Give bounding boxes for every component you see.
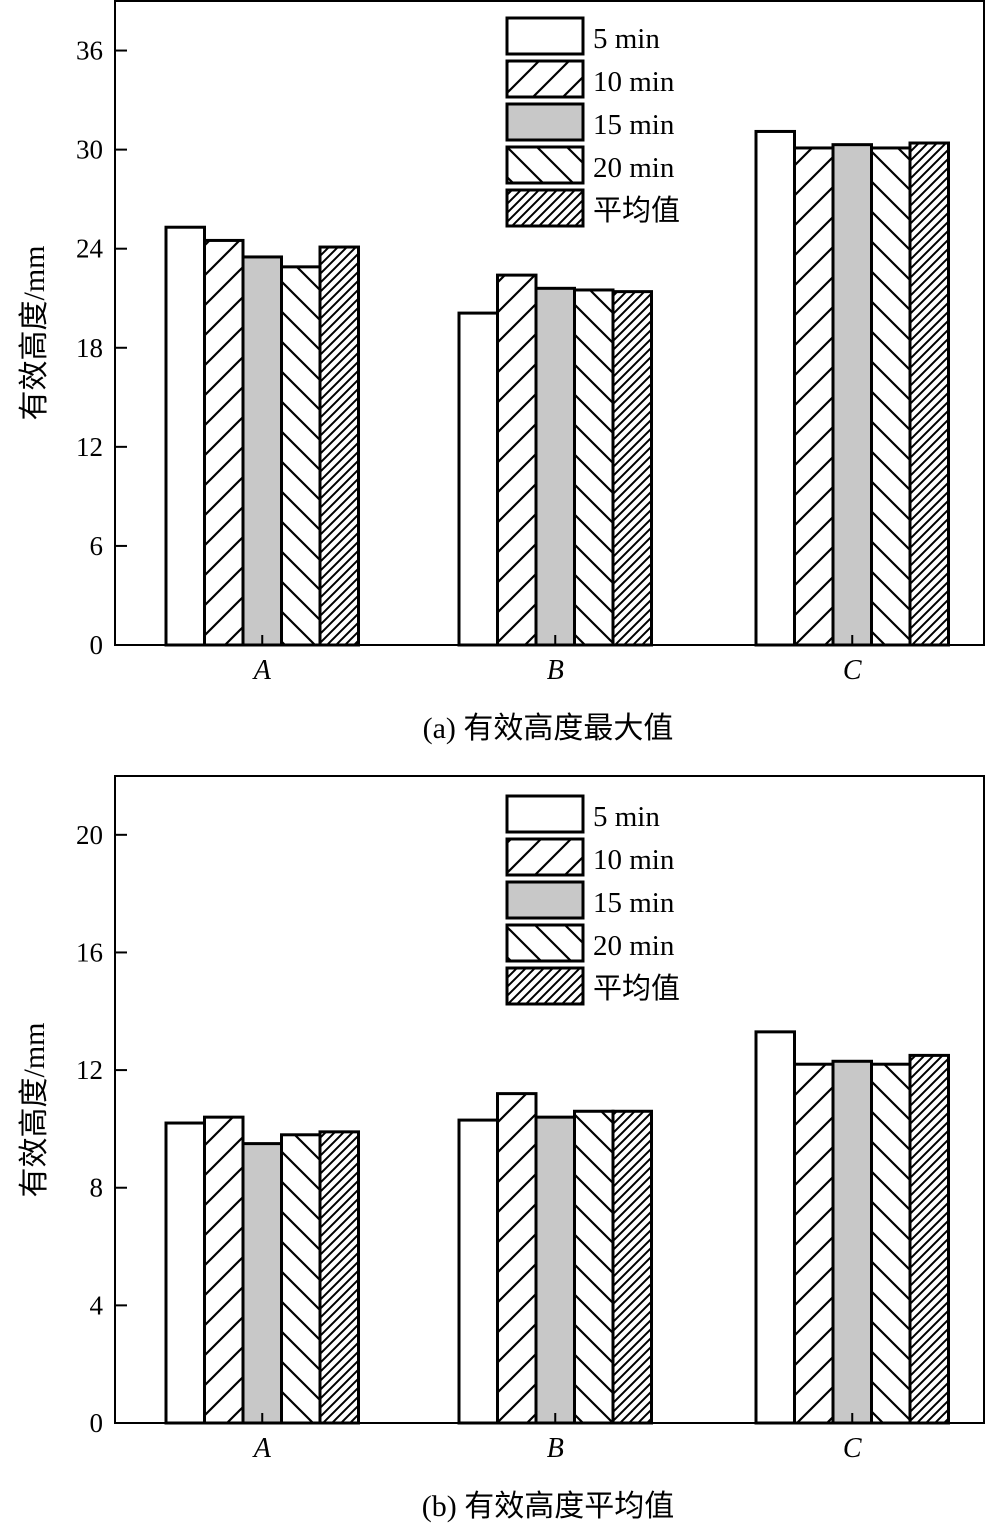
bar-B-5 (611, 1109, 653, 1425)
y-tick-label: 16 (76, 937, 103, 967)
y-tick-label: 30 (76, 135, 103, 165)
bar-A-3 (241, 255, 283, 647)
y-tick-label: 20 (76, 820, 103, 850)
bar-B-2 (496, 1092, 538, 1425)
bar-B-1 (457, 1118, 499, 1425)
legend-label: 平均值 (593, 194, 680, 227)
y-tick-label: 8 (90, 1173, 104, 1203)
legend-label: 15 min (593, 109, 675, 141)
chart-panel-a: 0 6 12 18 24 30 36 A B C 5 min 10 min 15 min 20 min… (18, 0, 985, 745)
bar-group (164, 129, 950, 647)
y-tick-label: 12 (76, 1055, 103, 1085)
chart-panel-b: 0 4 8 12 16 20 A B C 5 min 10 min 15 min 20 min 平均值… (18, 775, 985, 1523)
bar-C-4 (870, 146, 912, 647)
y-tick-label: 36 (76, 36, 103, 66)
legend-swatch (505, 145, 585, 185)
x-tick-label: C (843, 1433, 862, 1464)
bar-B-3 (534, 286, 576, 647)
y-axis: 0 4 8 12 16 20 (76, 820, 127, 1438)
legend-label: 20 min (593, 930, 675, 962)
bar-B-4 (573, 1109, 615, 1425)
bar-A-1 (164, 1121, 206, 1425)
y-tick-label: 24 (76, 234, 104, 264)
bar-A-5 (318, 245, 360, 647)
bar-A-3 (241, 1142, 283, 1425)
legend: 5 min 10 min 15 min 20 min 平均值 (505, 16, 680, 228)
legend-label: 平均值 (593, 972, 680, 1005)
bar-A-2 (203, 238, 245, 647)
bar-A-1 (164, 225, 206, 647)
bar-A-4 (280, 1133, 322, 1425)
x-tick-label: B (547, 1433, 564, 1464)
y-tick-label: 6 (90, 531, 104, 561)
bar-C-5 (908, 141, 950, 647)
bar-A-2 (203, 1115, 245, 1425)
bar-C-3 (831, 143, 873, 647)
bar-B-2 (496, 273, 538, 647)
chart-caption: (b) 有效高度平均值 (422, 1490, 674, 1523)
x-tick-label: C (843, 655, 862, 686)
y-tick-label: 0 (90, 1408, 104, 1438)
legend: 5 min 10 min 15 min 20 min 平均值 (505, 794, 680, 1006)
y-axis-label: 有效高度/mm (18, 1022, 51, 1197)
legend-label: 5 min (593, 801, 660, 833)
y-tick-label: 4 (90, 1290, 104, 1320)
bar-C-2 (793, 146, 835, 647)
x-axis: A B C (252, 635, 862, 686)
legend-label: 15 min (593, 887, 675, 919)
bar-B-5 (611, 290, 653, 647)
legend-swatch (505, 837, 585, 877)
bar-B-4 (573, 288, 615, 647)
bar-C-5 (908, 1053, 950, 1425)
legend-swatch (505, 966, 585, 1006)
legend-label: 10 min (593, 844, 675, 876)
x-tick-label: B (547, 655, 564, 686)
bar-A-5 (318, 1130, 360, 1425)
y-axis-label: 有效高度/mm (18, 245, 51, 420)
x-tick-label: A (252, 655, 272, 686)
y-tick-label: 18 (76, 333, 103, 363)
chart-caption: (a) 有效高度最大值 (423, 712, 674, 745)
legend-label: 10 min (593, 66, 675, 98)
legend-label: 5 min (593, 23, 660, 55)
y-tick-label: 0 (90, 630, 104, 660)
legend-swatch (505, 102, 585, 142)
legend-swatch (505, 794, 585, 834)
legend-label: 20 min (593, 152, 675, 184)
bar-C-1 (754, 129, 796, 647)
bar-group (164, 1030, 950, 1425)
y-axis: 0 6 12 18 24 30 36 (76, 36, 127, 660)
x-tick-label: A (252, 1433, 272, 1464)
legend-swatch (505, 188, 585, 228)
bar-B-3 (534, 1115, 576, 1425)
legend-swatch (505, 16, 585, 56)
y-tick-label: 12 (76, 432, 103, 462)
bar-C-2 (793, 1062, 835, 1425)
bar-B-1 (457, 311, 499, 647)
bar-C-3 (831, 1059, 873, 1425)
bar-A-4 (280, 265, 322, 647)
legend-swatch (505, 59, 585, 99)
bar-C-4 (870, 1062, 912, 1425)
x-axis: A B C (252, 1413, 862, 1464)
legend-swatch (505, 923, 585, 963)
bar-C-1 (754, 1030, 796, 1425)
legend-swatch (505, 880, 585, 920)
